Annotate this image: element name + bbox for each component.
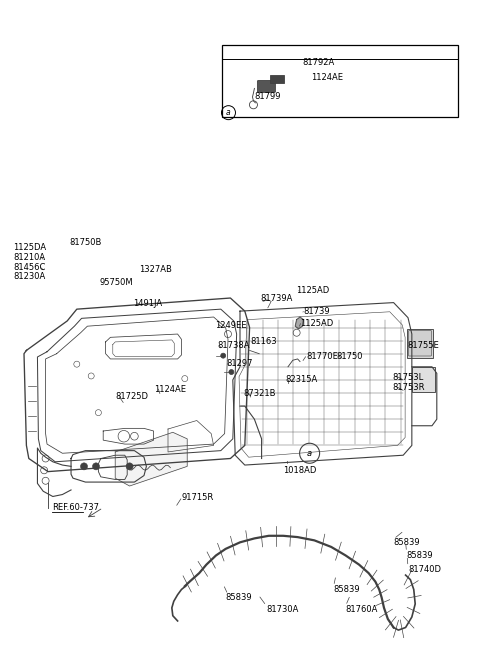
Polygon shape xyxy=(115,432,187,486)
Text: 1124AE: 1124AE xyxy=(311,73,343,82)
Text: 81725D: 81725D xyxy=(115,392,148,402)
Text: 81456C: 81456C xyxy=(13,263,46,272)
Text: 1124AE: 1124AE xyxy=(154,384,186,394)
Text: 81750: 81750 xyxy=(336,352,362,362)
Text: 81755E: 81755E xyxy=(407,341,439,350)
Text: 85839: 85839 xyxy=(394,538,420,547)
Text: 81210A: 81210A xyxy=(13,253,46,262)
Text: 87321B: 87321B xyxy=(244,388,276,398)
Text: a: a xyxy=(307,449,312,458)
Text: 82315A: 82315A xyxy=(286,375,318,384)
Text: 81230A: 81230A xyxy=(13,272,46,281)
Text: 81297: 81297 xyxy=(227,359,253,368)
Text: 81730A: 81730A xyxy=(266,605,299,614)
Bar xyxy=(412,367,435,392)
Text: 1018AD: 1018AD xyxy=(283,466,317,475)
Text: 85839: 85839 xyxy=(226,593,252,602)
Text: 91715R: 91715R xyxy=(181,493,214,502)
Text: 81753L: 81753L xyxy=(393,373,424,382)
Text: 81792A: 81792A xyxy=(302,58,335,67)
Bar xyxy=(407,329,433,358)
Text: 81740D: 81740D xyxy=(408,565,441,574)
Text: 95750M: 95750M xyxy=(100,278,133,288)
Text: 1125DA: 1125DA xyxy=(13,243,47,252)
Text: 85839: 85839 xyxy=(334,585,360,594)
Circle shape xyxy=(126,463,133,470)
Text: 1491JA: 1491JA xyxy=(133,299,163,309)
Text: 81739A: 81739A xyxy=(261,294,293,303)
Circle shape xyxy=(221,353,226,358)
Text: 81799: 81799 xyxy=(254,92,281,102)
Text: 1249EE: 1249EE xyxy=(215,321,247,330)
Polygon shape xyxy=(295,317,303,329)
Text: 1327AB: 1327AB xyxy=(139,265,172,274)
Bar xyxy=(270,75,284,83)
Text: 81753R: 81753R xyxy=(393,383,425,392)
Text: a: a xyxy=(226,108,231,117)
Text: 85839: 85839 xyxy=(407,551,433,560)
Text: REF.60-737: REF.60-737 xyxy=(52,503,99,512)
Text: 1125AD: 1125AD xyxy=(300,319,333,328)
Text: 81750B: 81750B xyxy=(70,238,102,247)
FancyBboxPatch shape xyxy=(257,81,276,92)
Text: 81163: 81163 xyxy=(251,337,277,346)
Bar xyxy=(222,45,458,117)
Text: 81739: 81739 xyxy=(303,307,330,316)
FancyBboxPatch shape xyxy=(408,330,432,356)
Circle shape xyxy=(229,369,234,375)
Circle shape xyxy=(93,463,99,470)
Text: 81770E: 81770E xyxy=(306,352,338,362)
Text: 81738A: 81738A xyxy=(217,341,250,350)
Circle shape xyxy=(81,463,87,470)
Text: 1125AD: 1125AD xyxy=(296,286,329,295)
Text: 81760A: 81760A xyxy=(346,605,378,614)
